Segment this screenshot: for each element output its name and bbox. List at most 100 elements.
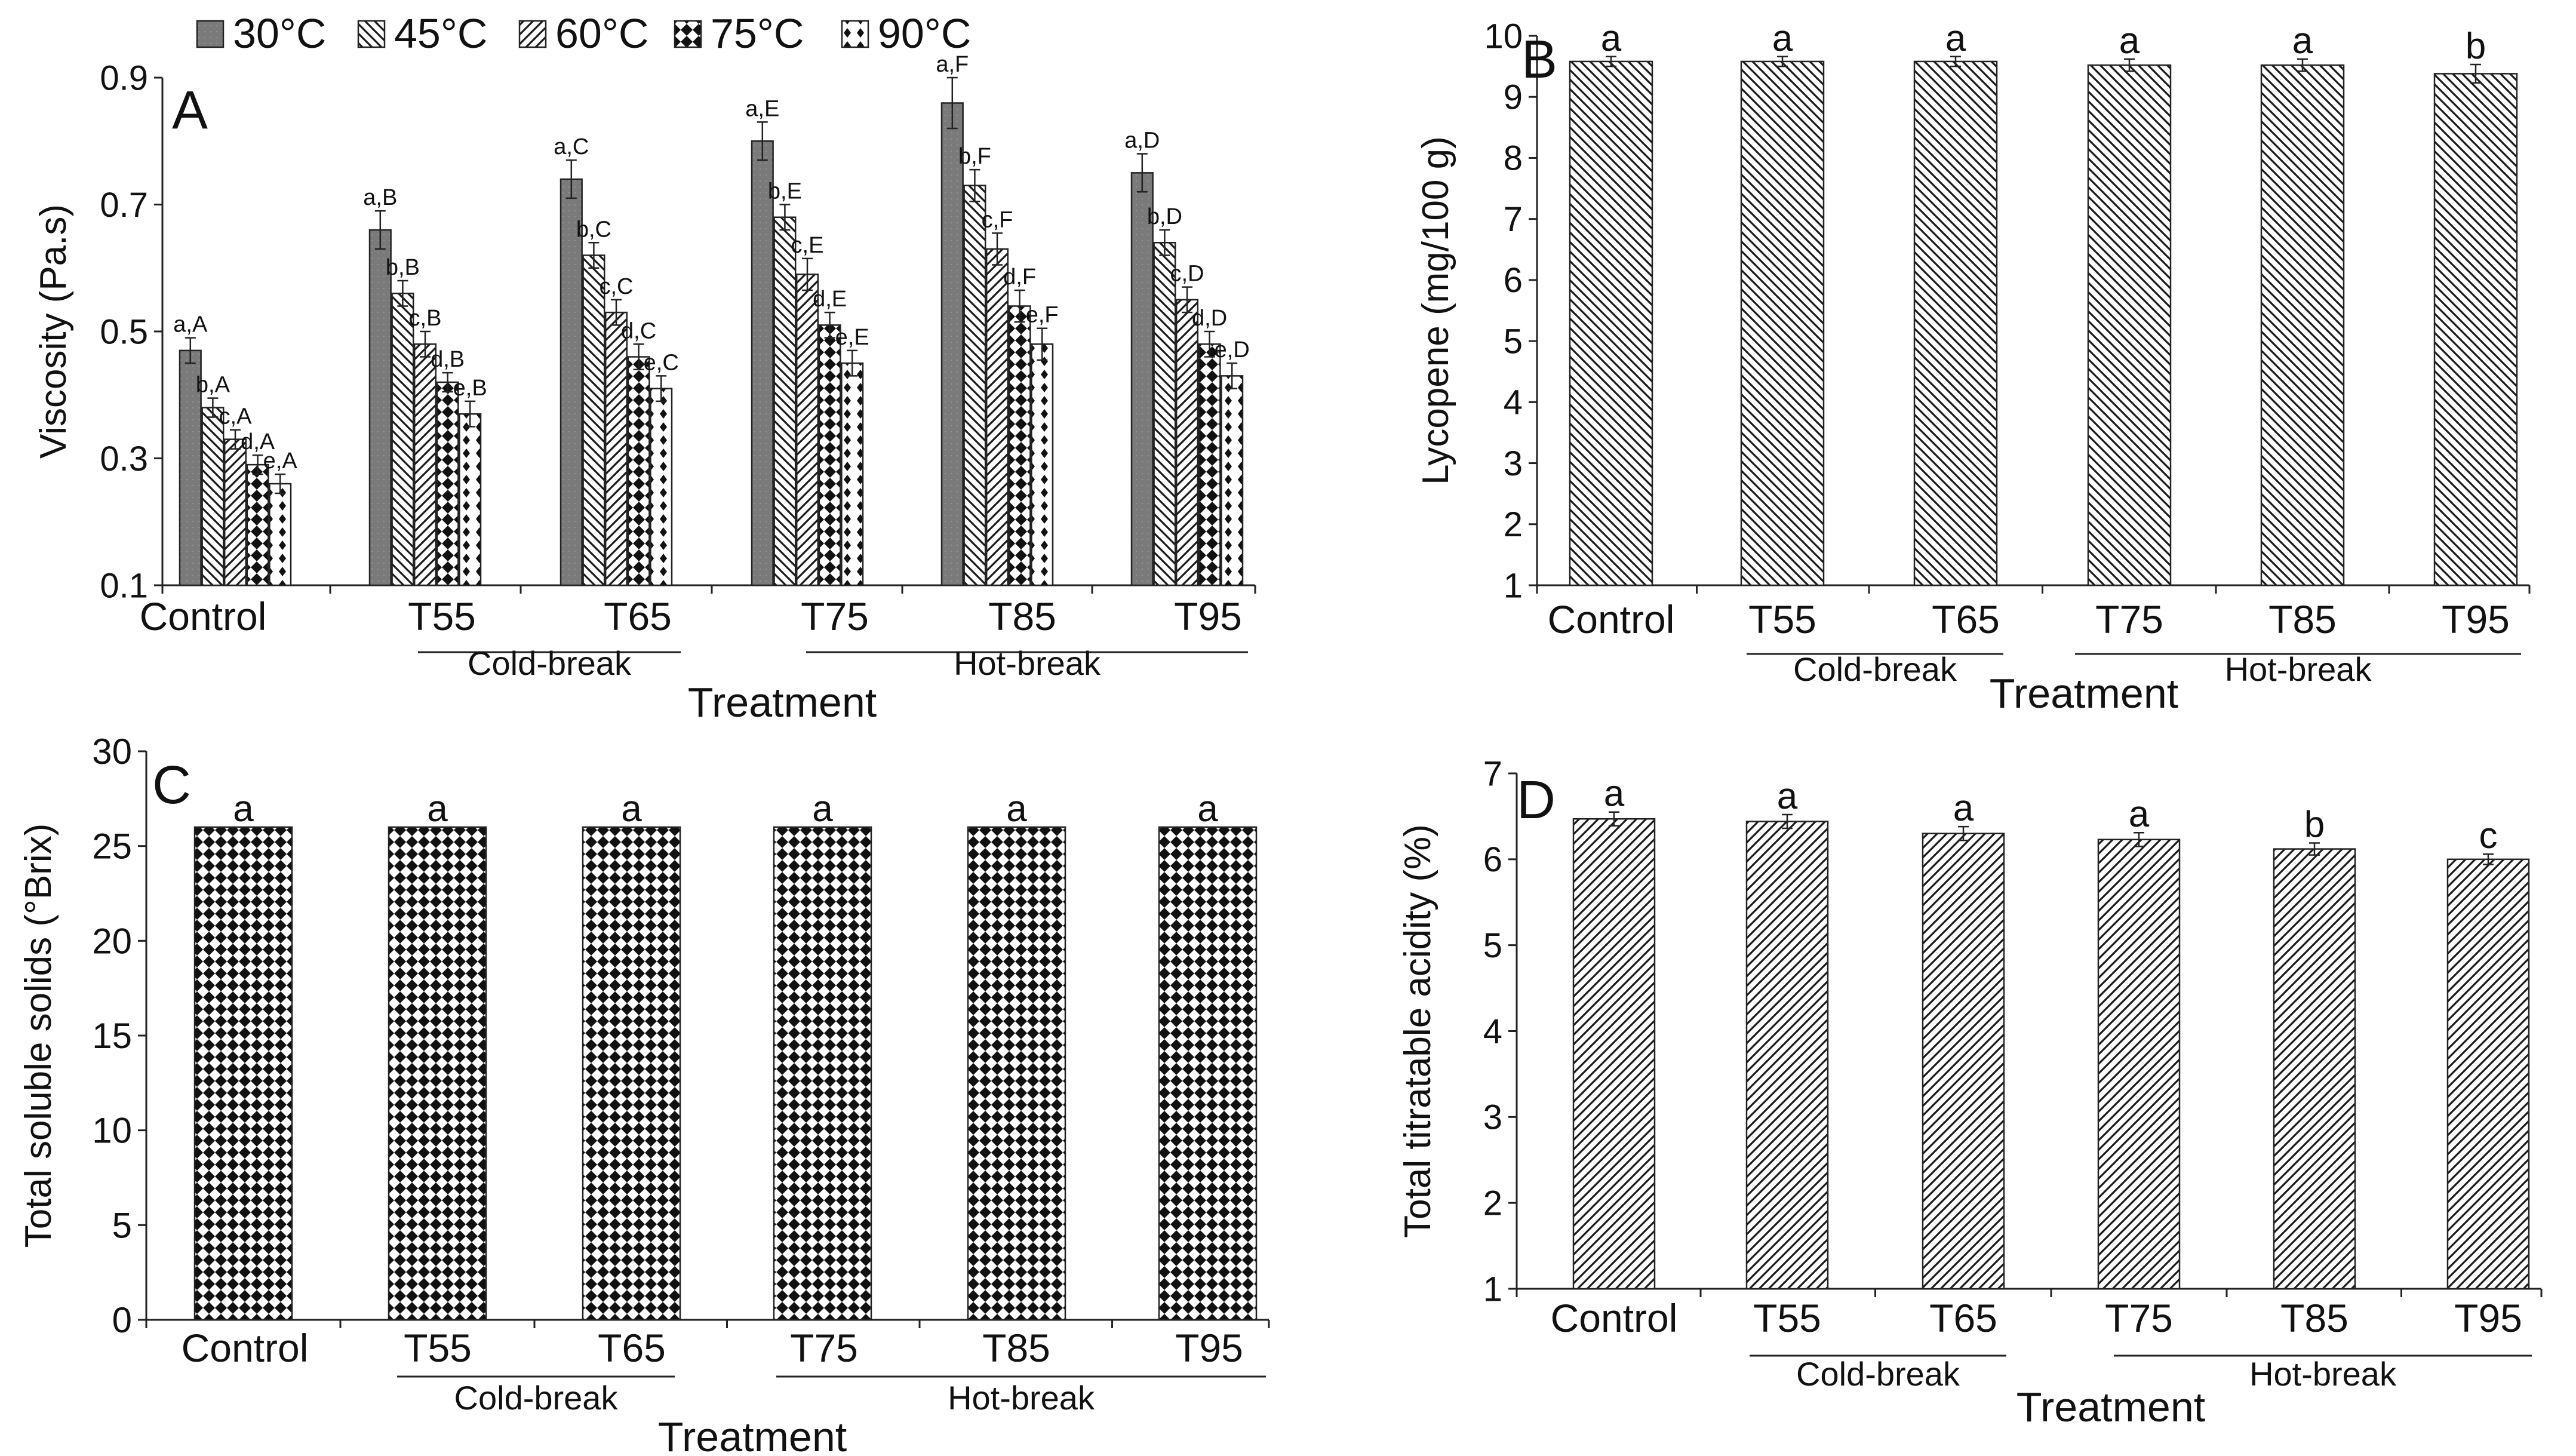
significance-label: d,B	[431, 347, 465, 372]
bar-c-t55-0	[388, 826, 487, 1321]
significance-label: a	[1953, 788, 1974, 829]
significance-label: d,E	[813, 287, 847, 312]
significance-label: c,F	[982, 207, 1013, 232]
significance-label: e,E	[835, 325, 869, 350]
group-label-cold: Cold-break	[468, 644, 632, 682]
bar-a-t85-4	[1031, 343, 1054, 586]
x-category-label: T85	[988, 594, 1056, 638]
bar-d-control-0	[1572, 818, 1656, 1290]
y-tick-label: 8	[1504, 139, 1523, 178]
bar-a-control-3	[246, 463, 269, 586]
y-tick-label: 7	[1483, 754, 1502, 793]
y-tick-label: 4	[1483, 1012, 1502, 1051]
y-tick-label: 1	[1483, 1270, 1502, 1308]
legend-label: 45°C	[394, 10, 487, 57]
x-category-label: T55	[404, 1326, 472, 1370]
y-tick-label: 2	[1483, 1184, 1502, 1222]
x-category-label: T65	[604, 594, 672, 638]
significance-label: e,F	[1026, 303, 1059, 328]
group-label-cold: Cold-break	[1793, 650, 1957, 688]
bar-a-control-4	[269, 483, 292, 586]
legend-swatch-1	[357, 20, 386, 48]
panel-letter: C	[152, 755, 191, 815]
significance-label: a	[427, 788, 448, 830]
x-category-label: Control	[1551, 1296, 1678, 1340]
y-tick-label: 0.1	[100, 566, 148, 605]
bar-d-t55-0	[1745, 821, 1829, 1290]
y-tick-label: 2	[1504, 505, 1523, 544]
significance-label: a	[1777, 776, 1798, 817]
x-category-label: Control	[140, 594, 267, 638]
bar-a-t55-3	[436, 381, 459, 586]
bar-a-t95-4	[1221, 375, 1244, 586]
group-label-cold: Cold-break	[1796, 1355, 1960, 1393]
bar-a-t55-0	[368, 229, 392, 586]
group-label-cold: Cold-break	[454, 1379, 619, 1417]
y-tick-label: 5	[1504, 322, 1523, 361]
x-category-label: T75	[2095, 597, 2163, 641]
bar-d-t85-0	[2273, 848, 2356, 1290]
significance-label: a,B	[363, 185, 397, 210]
bar-a-t95-2	[1175, 299, 1199, 586]
y-tick-label: 25	[92, 827, 132, 867]
group-label-hot: Hot-break	[948, 1379, 1095, 1417]
significance-label: e,D	[1215, 337, 1250, 363]
significance-label: b,C	[576, 217, 611, 242]
x-axis-title: Treatment	[2016, 1384, 2205, 1430]
legend-label: 60°C	[555, 10, 648, 57]
significance-label: b	[2304, 804, 2325, 846]
bar-a-t85-2	[985, 248, 1009, 586]
bar-a-control-1	[201, 407, 225, 586]
y-tick-label: 10	[1484, 17, 1523, 56]
y-tick-label: 20	[92, 921, 132, 961]
significance-label: c,B	[409, 306, 442, 331]
y-tick-label: 10	[92, 1111, 132, 1151]
significance-label: a,C	[554, 134, 589, 159]
legend-swatch-4	[841, 20, 869, 48]
bar-a-t95-1	[1153, 242, 1176, 586]
bar-b-t55-0	[1740, 60, 1825, 586]
bar-c-t65-0	[582, 826, 681, 1321]
legend-swatch-3	[674, 20, 702, 48]
y-tick-label: 5	[1483, 926, 1502, 965]
bar-a-t55-4	[459, 413, 482, 586]
x-category-label: T85	[982, 1326, 1050, 1370]
bar-a-t75-3	[818, 324, 841, 586]
x-category-label: T95	[2454, 1296, 2522, 1340]
y-tick-label: 0.5	[100, 312, 148, 351]
significance-label: d,A	[241, 429, 275, 454]
y-tick-label: 0.3	[100, 440, 148, 478]
bar-a-t75-2	[795, 274, 819, 586]
y-axis-title: Viscosity (Pa.s)	[33, 204, 74, 459]
significance-label: a	[2119, 20, 2140, 62]
bar-a-t85-3	[1008, 305, 1031, 586]
significance-label: c,A	[219, 404, 253, 429]
significance-label: c,C	[600, 274, 634, 299]
significance-label: c,D	[1170, 262, 1204, 287]
bar-d-t75-0	[2097, 838, 2181, 1290]
legend-label: 90°C	[878, 10, 971, 57]
significance-label: a	[812, 788, 833, 830]
y-tick-label: 0.7	[100, 186, 148, 225]
significance-label: e,C	[644, 350, 679, 375]
x-category-label: T75	[2105, 1296, 2173, 1340]
bar-a-t95-3	[1198, 343, 1221, 586]
bar-a-control-2	[223, 438, 247, 586]
significance-label: b	[2466, 26, 2486, 67]
x-category-label: T55	[1753, 1296, 1821, 1340]
y-tick-label: 3	[1504, 444, 1523, 483]
bar-a-t75-1	[773, 216, 797, 586]
significance-label: a,A	[173, 312, 208, 337]
significance-label: a	[1601, 18, 1622, 59]
panel-letter: D	[1517, 770, 1556, 830]
bar-a-t75-4	[841, 362, 864, 586]
x-axis-title: Treatment	[658, 1414, 847, 1456]
y-tick-label: 7	[1504, 200, 1523, 239]
group-label-hot: Hot-break	[954, 644, 1101, 682]
x-category-label: T65	[598, 1326, 666, 1370]
bar-d-t65-0	[1922, 833, 2005, 1290]
panel-letter: B	[1521, 30, 1557, 90]
legend-label: 30°C	[233, 10, 326, 57]
legend-swatch-2	[518, 20, 547, 48]
y-tick-label: 4	[1504, 383, 1523, 422]
